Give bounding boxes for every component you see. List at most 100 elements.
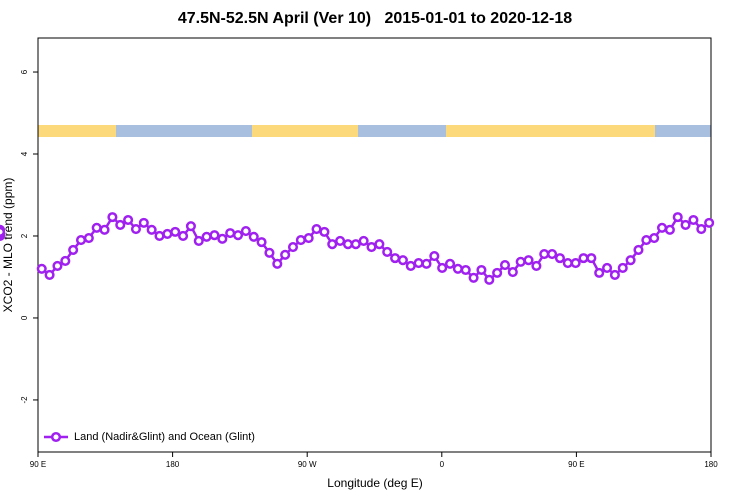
point [280,249,291,260]
point [358,235,369,246]
point [570,257,581,269]
point [319,226,330,237]
point [185,221,196,232]
point [484,274,495,285]
point [138,217,149,228]
point [335,235,346,246]
land-band [446,125,655,137]
point [272,258,283,269]
point [633,244,644,255]
point [162,228,173,239]
point [507,267,518,278]
point [311,223,322,235]
y-tick-label: -2 [20,396,29,404]
point [36,263,47,274]
point [123,214,134,226]
point [476,264,487,276]
point [287,241,299,253]
point [201,231,212,242]
point [295,235,306,246]
land-ocean-strip [38,125,711,137]
point [586,253,597,264]
land-band [38,125,116,137]
point [44,269,55,280]
land-band [252,125,358,137]
point [68,244,79,255]
x-tick-label: 180 [166,460,180,469]
point [390,253,401,264]
x-tick-label: 180 [704,460,718,469]
point [99,224,110,235]
point [554,253,565,264]
point [688,214,699,226]
point [225,228,236,239]
point [460,264,471,276]
legend-label: Land (Nadir&Glint) and Ocean (Glint) [74,431,255,443]
point [303,232,314,244]
chart-title: 47.5N-52.5N April (Ver 10) 2015-01-01 to… [178,10,572,27]
point [680,219,691,230]
point [656,222,668,233]
point [382,246,393,258]
point [429,251,440,262]
point [374,239,385,250]
point [609,269,620,280]
point [664,224,675,235]
point [170,226,181,237]
point [523,255,534,266]
point [421,258,432,269]
point [492,267,503,278]
y-tick-label: 2 [20,233,29,238]
point [248,231,259,242]
point [704,217,715,228]
point [91,222,102,233]
point [413,257,424,269]
point [649,232,660,244]
plot-frame [37,37,712,453]
point [154,230,165,242]
point [539,248,550,260]
point [531,260,542,271]
point [217,233,228,244]
point [130,223,142,235]
point [437,262,448,274]
y-tick-label: 0 [20,315,29,320]
point [83,232,94,244]
point [578,253,589,264]
point [602,262,613,274]
point [327,239,338,250]
point [107,212,118,223]
x-tick-label: 90 W [298,460,317,469]
point [75,235,87,246]
x-tick-label: 0 [440,460,445,469]
point [146,224,157,235]
point [209,230,220,241]
point [515,256,526,267]
y-tick-label: 4 [20,151,29,156]
point [256,237,267,248]
point [366,241,377,253]
point [696,223,707,235]
point [193,235,204,246]
point [397,255,408,266]
point [562,257,573,269]
point [264,247,275,258]
x-axis-label: Longitude (deg E) [327,476,422,490]
y-tick-label: 6 [20,69,29,74]
point [178,230,189,242]
y-axis-label: XCO2 - MLO trend (ppm) [1,178,15,313]
point [625,255,636,266]
point [342,239,354,250]
point [452,263,463,274]
point [444,258,456,269]
point [350,239,361,250]
point [0,226,6,237]
point [232,230,244,241]
point [499,260,511,271]
point [468,272,479,283]
point [672,212,683,223]
x-tick-label: 90 E [30,460,46,469]
point [405,260,416,271]
point [60,255,71,267]
